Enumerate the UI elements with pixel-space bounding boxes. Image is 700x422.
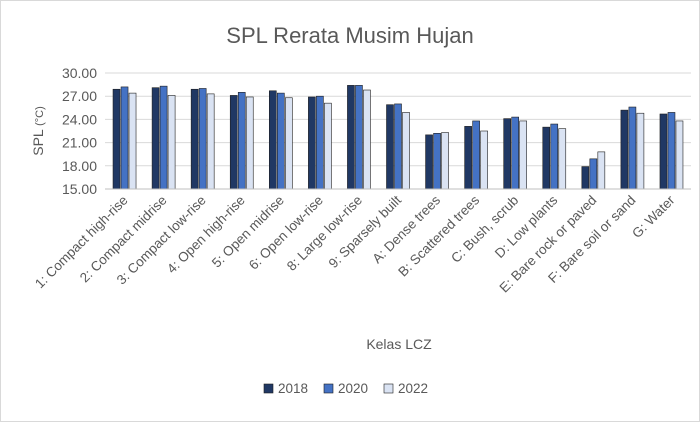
bar-2018 (542, 126, 551, 190)
bar-2020 (589, 158, 598, 190)
bar-2022 (558, 128, 567, 190)
legend-label-2022: 2022 (398, 381, 428, 396)
legend-label-2018: 2018 (278, 381, 308, 396)
bar-2018 (503, 118, 512, 190)
x-axis-label: Kelas LCZ (366, 336, 432, 352)
y-tick-labels: 15.00 18.00 21.00 24.00 27.00 30.00 (62, 65, 97, 197)
bar-2018 (464, 126, 472, 190)
bar-2022 (441, 132, 449, 190)
bar-2022 (402, 112, 410, 190)
bar-2022 (206, 93, 215, 190)
bar-2020 (550, 123, 559, 190)
y-axis-label-main: SPL (30, 129, 46, 156)
y-tick-label: 18.00 (62, 158, 97, 174)
y-axis-label-unit: (°C) (34, 106, 46, 126)
y-tick-label: 27.00 (62, 88, 97, 104)
bar-2020 (198, 88, 207, 190)
bar-2022 (597, 151, 606, 190)
bar-2020 (237, 92, 246, 190)
bar-2018 (151, 87, 160, 190)
y-axis-label: SPL (°C) (30, 106, 46, 156)
bar-2022 (324, 102, 332, 190)
bar-2020 (355, 85, 363, 190)
bar-2022 (480, 130, 488, 190)
bar-2018 (308, 96, 316, 190)
bar-2018 (268, 90, 277, 190)
bar-2018 (347, 85, 355, 190)
category-label: A: Dense trees (369, 192, 443, 266)
legend-swatch-2020 (323, 383, 334, 394)
bar-2018 (659, 113, 668, 190)
bar-2018 (229, 95, 238, 190)
y-tick-label: 15.00 (62, 181, 97, 197)
bar-2020 (472, 120, 480, 190)
bar-2020 (511, 116, 520, 190)
bar-2020 (120, 86, 129, 190)
bar-2018 (112, 88, 121, 190)
chart-title: SPL Rerata Musim Hujan (226, 23, 473, 48)
bar-2018 (620, 109, 629, 190)
bar-2022 (675, 120, 684, 190)
bar-2020 (667, 112, 676, 190)
bar-2018 (581, 166, 590, 190)
bar-2020 (316, 95, 324, 190)
bar-2022 (284, 97, 293, 190)
bar-2022 (363, 89, 371, 190)
bar-2020 (159, 85, 168, 190)
bar-2022 (245, 96, 254, 190)
legend-label-2020: 2020 (338, 381, 368, 396)
bar-2020 (394, 103, 402, 190)
bar-2022 (519, 120, 528, 190)
bar-2018 (425, 134, 433, 190)
category-label: C: Bush, scrub (448, 193, 521, 266)
y-tick-label: 24.00 (62, 111, 97, 127)
bar-2020 (276, 92, 285, 190)
bar-2022 (128, 92, 137, 190)
bar-2022 (636, 112, 645, 190)
legend: 2018 2020 2022 (263, 381, 428, 396)
bar-2020 (433, 133, 441, 190)
bars (112, 85, 684, 190)
bar-2022 (167, 95, 176, 190)
bar-2020 (628, 106, 637, 190)
legend-swatch-2018 (263, 383, 274, 394)
y-tick-label: 30.00 (62, 65, 97, 81)
category-label: G: Water (629, 192, 678, 241)
legend-swatch-2022 (383, 383, 394, 394)
y-tick-label: 21.00 (62, 135, 97, 151)
bar-2018 (190, 88, 199, 190)
bar-2018 (386, 104, 394, 190)
